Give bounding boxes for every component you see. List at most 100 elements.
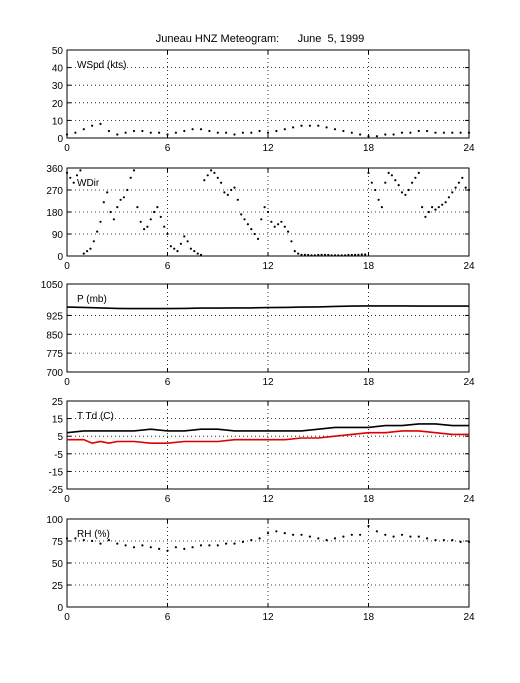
data-point	[124, 544, 127, 547]
panel-label: WDir	[77, 178, 100, 189]
data-point	[213, 171, 216, 174]
data-point	[461, 176, 464, 179]
x-tick-label: 18	[363, 377, 375, 388]
data-point	[437, 206, 440, 209]
data-point	[330, 254, 333, 257]
data-point	[263, 206, 266, 209]
data-point	[92, 240, 95, 243]
data-point	[337, 254, 340, 257]
data-point	[287, 230, 290, 233]
data-point	[158, 547, 161, 551]
data-point	[270, 220, 273, 223]
data-point	[132, 169, 136, 172]
x-tick-label: 18	[363, 612, 375, 623]
data-point	[347, 253, 350, 257]
data-point	[390, 174, 393, 177]
data-point	[451, 131, 454, 134]
data-point	[107, 129, 110, 133]
data-point	[199, 128, 203, 131]
data-point	[122, 196, 125, 199]
data-point	[359, 533, 362, 536]
data-point	[374, 188, 377, 192]
data-point	[421, 206, 424, 209]
data-point	[427, 210, 430, 214]
data-point	[132, 546, 136, 549]
data-point	[300, 533, 303, 536]
data-point	[163, 225, 166, 228]
y-tick-label: -15	[49, 467, 64, 478]
data-point	[384, 133, 387, 136]
data-point	[434, 539, 437, 542]
data-point	[364, 253, 367, 256]
series-line	[67, 430, 469, 445]
y-tick-label: 40	[52, 64, 64, 75]
data-point	[426, 129, 429, 133]
data-point	[280, 220, 283, 223]
data-point	[69, 176, 72, 179]
data-point	[310, 254, 313, 257]
data-point	[256, 237, 260, 240]
figure-title: Juneau HNZ Meteogram: June 5, 1999	[155, 33, 365, 45]
data-point	[99, 122, 102, 125]
data-point	[74, 131, 77, 134]
data-point	[375, 530, 378, 533]
data-point	[174, 546, 177, 549]
data-point	[417, 171, 420, 174]
data-point	[277, 223, 280, 226]
data-point	[313, 254, 316, 257]
data-point	[417, 535, 420, 538]
data-point	[367, 524, 370, 528]
data-point	[323, 253, 327, 256]
data-point	[258, 537, 261, 540]
data-point	[367, 171, 370, 174]
data-point	[240, 213, 243, 216]
data-point	[454, 186, 457, 189]
x-tick-label: 18	[363, 261, 375, 272]
data-point	[136, 206, 139, 209]
data-point	[297, 252, 300, 255]
data-point	[233, 133, 236, 136]
data-point	[384, 181, 387, 184]
data-point	[367, 135, 370, 138]
panel-1: 0 6 12 18 24 0 10 20 30 40 50 WSpd (kts)	[52, 46, 475, 154]
data-point	[467, 540, 471, 544]
x-tick-label: 18	[363, 494, 375, 505]
data-point	[230, 188, 233, 192]
data-point	[275, 530, 278, 533]
data-point	[166, 133, 169, 136]
data-point	[360, 253, 363, 256]
data-point	[65, 133, 69, 136]
data-point	[333, 128, 337, 131]
y-tick-label: 0	[57, 252, 63, 263]
x-tick-label: 0	[64, 261, 70, 272]
data-point	[300, 124, 303, 127]
data-point	[124, 131, 127, 134]
y-tick-label: 15	[52, 415, 64, 426]
data-point	[467, 188, 471, 192]
data-point	[132, 129, 136, 133]
data-point	[233, 186, 236, 189]
data-point	[434, 208, 437, 211]
data-point	[464, 186, 467, 189]
data-point	[233, 542, 236, 545]
x-tick-label: 6	[165, 494, 171, 505]
data-point	[183, 129, 186, 133]
y-tick-label: 850	[46, 330, 63, 341]
data-point	[72, 181, 75, 184]
data-point	[266, 131, 270, 134]
x-tick-label: 24	[463, 261, 475, 272]
data-point	[158, 131, 161, 134]
data-point	[91, 539, 94, 543]
data-point	[250, 539, 253, 542]
data-point	[102, 201, 105, 204]
data-point	[357, 253, 360, 256]
data-point	[447, 196, 450, 199]
data-point	[82, 128, 85, 131]
y-tick-label: 25	[52, 397, 64, 408]
data-point	[283, 532, 286, 535]
data-point	[176, 250, 179, 253]
data-point	[116, 133, 119, 136]
panel-label: WSpd (kts)	[77, 60, 126, 71]
data-point	[159, 215, 162, 218]
